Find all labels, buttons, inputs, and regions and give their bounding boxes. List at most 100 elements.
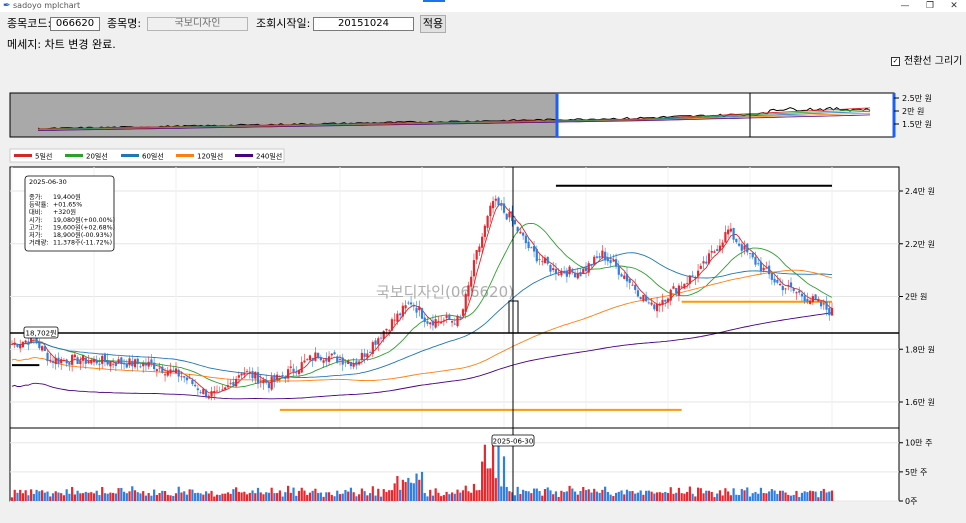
volume-bar [265,492,268,501]
volume-bar [798,497,801,501]
candle-body [125,363,128,368]
volume-bar [470,492,473,501]
volume-panel[interactable]: 10만 주 5만 주 0주 [9,427,932,506]
volume-bar [125,493,128,501]
code-input[interactable] [50,17,100,31]
start-date-input[interactable] [313,17,414,31]
volume-bar [500,486,503,501]
volume-bar [759,487,763,501]
candle-body [122,362,126,365]
candle-body [10,344,14,345]
close-button[interactable]: ✕ [950,1,958,11]
price-panel[interactable]: 국보디자인(066620) 2.4만 원 2.2만 원 2만 원 1.8만 원 1.6만… [9,166,935,429]
volume-bar [221,493,224,501]
candle-body [221,389,224,391]
candle-body [532,245,536,252]
volume-bar [429,489,432,501]
minimize-button[interactable]: — [900,1,910,11]
candle-body [133,359,137,368]
candle-body [169,369,172,374]
candle-body [762,267,765,271]
candle-body [418,306,421,311]
candle-body [426,321,429,324]
volume-bar [276,493,279,501]
candle-body [43,346,46,352]
candle-body [429,322,432,325]
overview-ma-line [37,109,871,130]
info-key: 시가: [29,215,43,224]
candle-body [81,355,85,361]
candle-body [71,354,74,365]
volume-bar [16,492,19,501]
info-value: 11,378주(-11.72%) [53,239,112,247]
volume-bar [60,493,63,501]
legend-swatch [121,154,139,157]
candle-body [535,249,538,262]
volume-bar [565,491,568,501]
volume-bar [377,488,380,501]
candle-body [587,263,590,273]
volume-bar [379,496,383,501]
volume-bar [374,495,377,501]
volume-bar [636,492,640,501]
candle-body [486,215,489,228]
candle-body [404,305,407,309]
overview-shade-left [10,93,557,137]
volume-bar [245,494,249,501]
volume-bar [710,491,713,501]
candle-body [440,321,443,324]
candle-body [576,273,579,279]
apply-button[interactable]: 적용 [420,15,446,33]
candle-body [98,363,101,365]
maximize-button[interactable]: ❐ [925,1,935,11]
chart-canvas[interactable]: 2.5만 원 2만 원 1.5만 원 5일선 20일선 60일선 120일선 240일선 국… [0,74,966,523]
candle-body [317,352,320,359]
candle-body [399,313,402,316]
candle-body [631,284,634,286]
checkbox-check-icon[interactable]: ✓ [891,56,900,66]
candle-body [87,361,90,364]
volume-bar [606,491,609,501]
volume-bar [68,493,71,501]
candle-body [213,390,216,394]
overview-panel[interactable]: 2.5만 원 2만 원 1.5만 원 [9,92,932,138]
price-tick-label: 2.2만 원 [905,240,935,249]
candle-body [158,367,161,369]
volume-bar [57,492,60,501]
volume-bar [557,496,560,501]
candle-body [770,273,773,280]
candle-body [798,290,801,293]
volume-bar [166,494,169,501]
control-panel: 종목코드: 종목명: 조회시작일: 적용 메세지: 차트 변경 완료. ✓ 전환선… [0,12,966,74]
info-value: +320원 [53,207,76,216]
candle-body [483,225,486,237]
volume-bar [292,487,295,501]
legend-entry: 120일선 [197,152,223,161]
candle-body [322,360,325,363]
volume-bar [623,494,626,501]
volume-bar [645,490,648,501]
candle-body [803,295,806,302]
candle-body [54,357,57,365]
volume-bar [169,495,172,501]
draw-line-checkbox[interactable]: ✓ 전환선 그리기 [891,55,962,69]
candle-body [65,359,68,364]
volume-bar [24,490,27,501]
volume-bar [401,479,404,501]
volume-bar [35,489,38,501]
volume-bar [174,493,178,501]
candle-body [450,321,454,323]
crosshair-price-text: 18,702원 [26,329,57,338]
volume-bar [128,491,131,501]
candle-body [166,371,169,376]
candle-body [524,235,527,244]
candle-body [51,360,55,363]
candle-body [218,391,221,393]
volume-bar [338,494,342,501]
candle-body [751,252,754,258]
ma-line-120 [11,269,833,382]
volume-bar [120,487,123,501]
volume-bar [598,492,601,501]
candle-body [699,265,702,269]
candle-body [303,360,306,363]
